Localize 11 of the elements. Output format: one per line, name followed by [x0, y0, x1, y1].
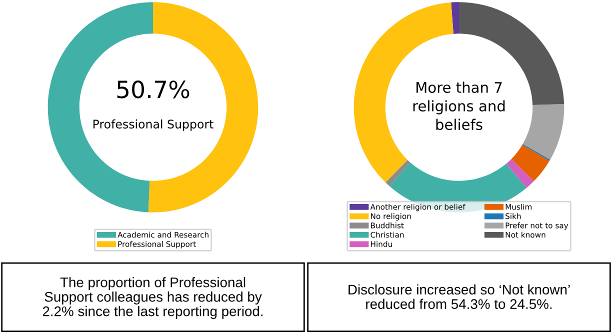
- text: Professional Support: [93, 119, 214, 131]
- donut-slice: [386, 160, 410, 186]
- donut-slice: [522, 104, 564, 160]
- text: More than 7 religions and beliefs: [413, 82, 505, 130]
- text: 50.7%: [117, 80, 190, 98]
- donut-slice: [522, 144, 550, 161]
- donut-slice: [506, 158, 534, 188]
- donut-slice: [511, 144, 550, 182]
- text: Disclosure increased so ‘Not known’ reduced from 54.3% to 24.5%.: [348, 284, 570, 309]
- text: The proportion of Professional Support colleagues has reduced by 2.2% since the last reporting period.: [42, 277, 263, 319]
- donut-slice: [451, 2, 459, 34]
